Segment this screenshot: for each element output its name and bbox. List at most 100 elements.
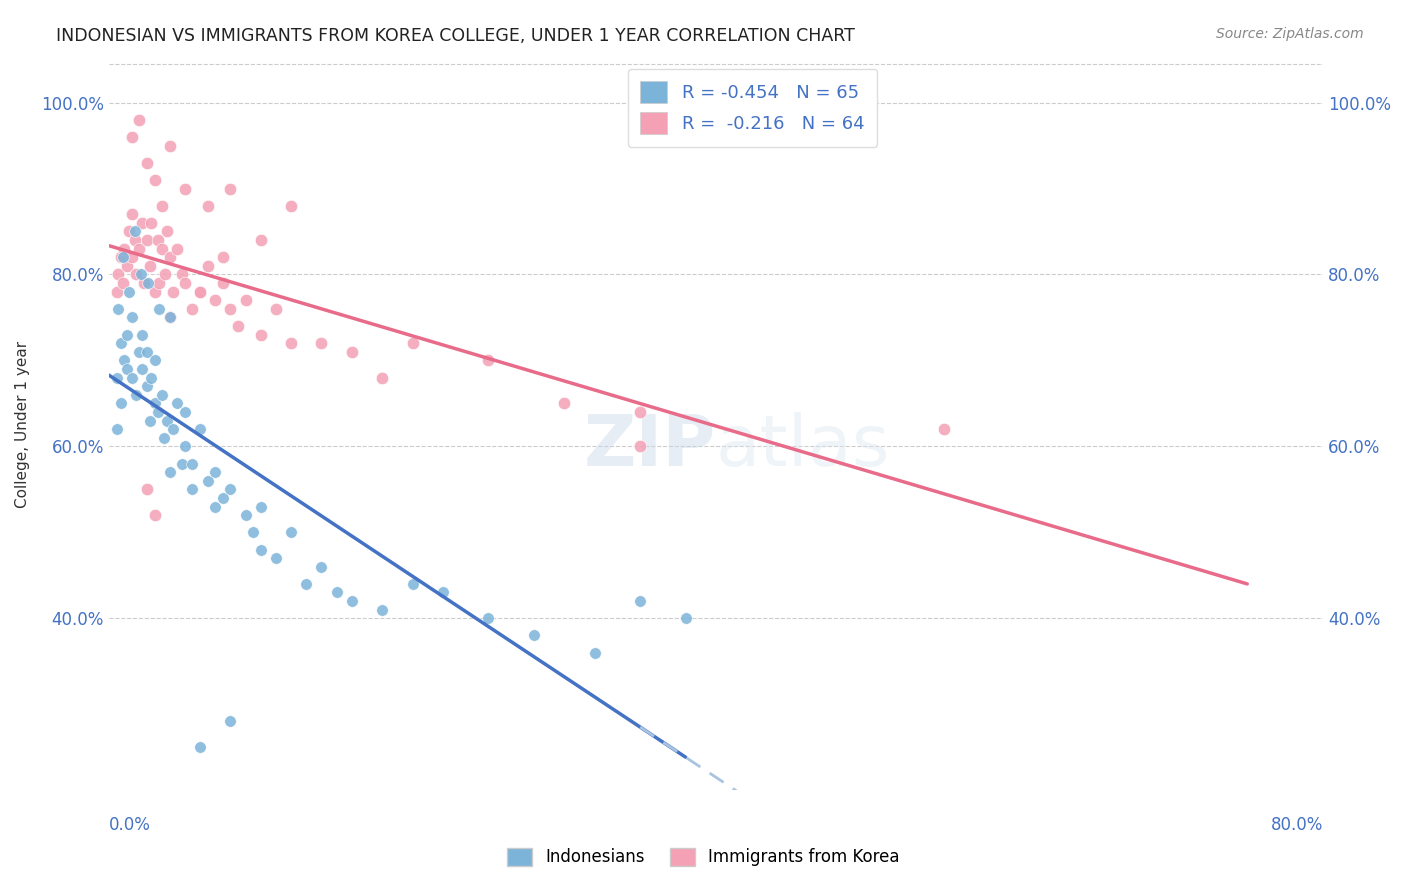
Point bbox=[156, 225, 179, 239]
Point bbox=[325, 585, 347, 599]
Text: 0.0%: 0.0% bbox=[110, 816, 150, 834]
Point bbox=[118, 225, 141, 239]
Point bbox=[138, 276, 160, 290]
Point bbox=[280, 199, 302, 213]
Point bbox=[170, 268, 193, 282]
Point bbox=[219, 483, 242, 497]
Point bbox=[280, 525, 302, 540]
Point bbox=[197, 259, 219, 273]
Point bbox=[143, 396, 166, 410]
Point bbox=[249, 327, 271, 342]
Point bbox=[143, 353, 166, 368]
Point bbox=[150, 388, 173, 402]
Point bbox=[115, 362, 138, 376]
Point bbox=[132, 276, 155, 290]
Point bbox=[156, 414, 179, 428]
Point bbox=[628, 594, 651, 608]
Point bbox=[235, 508, 257, 522]
Point bbox=[135, 155, 157, 169]
Point bbox=[311, 559, 333, 574]
Point bbox=[188, 422, 211, 436]
Point bbox=[401, 336, 423, 351]
Point bbox=[173, 439, 195, 453]
Point bbox=[211, 250, 233, 264]
Point bbox=[219, 181, 242, 195]
Point bbox=[371, 602, 394, 616]
Point bbox=[110, 250, 132, 264]
Point bbox=[197, 474, 219, 488]
Point bbox=[181, 483, 204, 497]
Point bbox=[204, 465, 226, 479]
Point bbox=[105, 422, 128, 436]
Point bbox=[340, 344, 363, 359]
Point bbox=[159, 310, 181, 325]
Point bbox=[111, 250, 134, 264]
Point bbox=[159, 250, 181, 264]
Point bbox=[219, 714, 242, 729]
Point bbox=[112, 242, 135, 256]
Point bbox=[173, 276, 195, 290]
Point bbox=[121, 207, 143, 221]
Point bbox=[204, 500, 226, 514]
Point bbox=[143, 173, 166, 187]
Point bbox=[295, 577, 318, 591]
Point bbox=[124, 233, 146, 247]
Point bbox=[188, 285, 211, 299]
Point bbox=[249, 500, 271, 514]
Point bbox=[115, 327, 138, 342]
Point bbox=[105, 285, 128, 299]
Point bbox=[125, 388, 148, 402]
Point bbox=[110, 336, 132, 351]
Point bbox=[107, 301, 129, 316]
Point bbox=[146, 405, 169, 419]
Point bbox=[211, 491, 233, 505]
Point bbox=[110, 396, 132, 410]
Point bbox=[121, 250, 143, 264]
Text: ZIP: ZIP bbox=[583, 412, 716, 482]
Point bbox=[112, 353, 135, 368]
Point bbox=[181, 457, 204, 471]
Point bbox=[148, 301, 170, 316]
Point bbox=[173, 181, 195, 195]
Legend: Indonesians, Immigrants from Korea: Indonesians, Immigrants from Korea bbox=[498, 839, 908, 875]
Point bbox=[249, 233, 271, 247]
Point bbox=[124, 225, 146, 239]
Point bbox=[159, 138, 181, 153]
Point bbox=[204, 293, 226, 308]
Point bbox=[128, 344, 150, 359]
Point bbox=[128, 242, 150, 256]
Point bbox=[188, 285, 211, 299]
Point bbox=[197, 199, 219, 213]
Point bbox=[628, 439, 651, 453]
Text: Source: ZipAtlas.com: Source: ZipAtlas.com bbox=[1216, 27, 1364, 41]
Text: INDONESIAN VS IMMIGRANTS FROM KOREA COLLEGE, UNDER 1 YEAR CORRELATION CHART: INDONESIAN VS IMMIGRANTS FROM KOREA COLL… bbox=[56, 27, 855, 45]
Point bbox=[401, 577, 423, 591]
Point bbox=[211, 276, 233, 290]
Point bbox=[264, 551, 287, 566]
Point bbox=[148, 276, 170, 290]
Point bbox=[235, 293, 257, 308]
Point bbox=[477, 353, 499, 368]
Point bbox=[131, 327, 153, 342]
Point bbox=[188, 740, 211, 755]
Point bbox=[280, 336, 302, 351]
Point bbox=[150, 242, 173, 256]
Point bbox=[932, 422, 955, 436]
Point bbox=[146, 233, 169, 247]
Point bbox=[121, 130, 143, 145]
Point bbox=[159, 465, 181, 479]
Point bbox=[135, 233, 157, 247]
Point bbox=[477, 611, 499, 625]
Point bbox=[131, 362, 153, 376]
Point bbox=[111, 276, 134, 290]
Point bbox=[118, 285, 141, 299]
Text: 80.0%: 80.0% bbox=[1271, 816, 1323, 834]
Point bbox=[105, 370, 128, 384]
Point bbox=[125, 268, 148, 282]
Point bbox=[170, 457, 193, 471]
Point bbox=[150, 199, 173, 213]
Point bbox=[340, 594, 363, 608]
Point bbox=[173, 405, 195, 419]
Point bbox=[152, 431, 174, 445]
Point bbox=[159, 310, 181, 325]
